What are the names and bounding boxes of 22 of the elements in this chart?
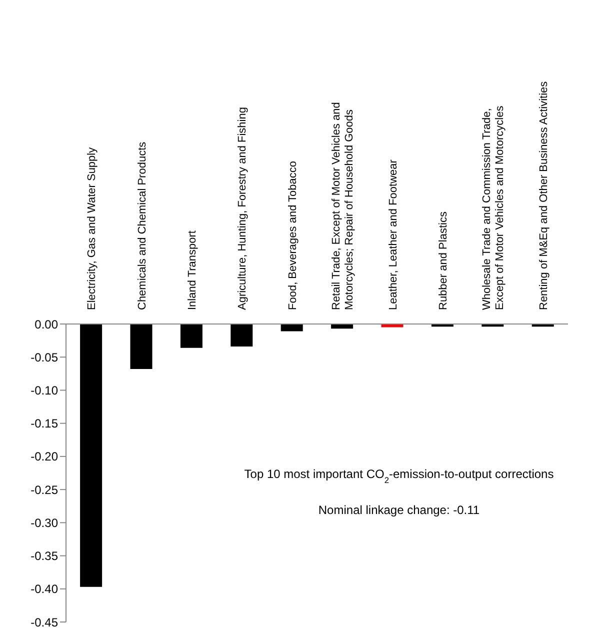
x-tick-label: Leather, Leather and Footwear xyxy=(387,159,400,310)
y-tick-label: -0.15 xyxy=(30,416,58,431)
x-tick-label: Chemicals and Chemical Products xyxy=(136,141,148,310)
y-tick-label: -0.05 xyxy=(30,350,58,364)
x-tick-label: Food, Beverages and Tobacco xyxy=(286,160,299,310)
y-tick-label: -0.35 xyxy=(30,549,58,564)
x-tick-label: Renting of M&Eq and Other Business Activities xyxy=(538,80,550,310)
y-tick-label: -0.45 xyxy=(30,615,58,630)
x-tick-label: Rubber and Plastics xyxy=(438,211,450,310)
y-tick-label: -0.10 xyxy=(30,383,58,398)
y-tick-label: 0.00 xyxy=(34,317,58,332)
annotation: Nominal linkage change: -0.11 xyxy=(318,503,480,517)
x-tick-label: Inland Transport xyxy=(186,230,198,310)
y-tick-label: -0.20 xyxy=(30,450,58,464)
x-tick-label: Agriculture, Hunting, Forestry and Fishing xyxy=(236,107,249,310)
y-tick-label: -0.30 xyxy=(30,516,58,530)
annotation: Top 10 most important CO$_{2}$-emission-to-output corrections xyxy=(244,467,554,485)
y-tick-label: -0.25 xyxy=(30,482,58,497)
x-tick-label: Wholesale Trade and Commission Trade, Except of Motor Vehicles and Motorcycles xyxy=(481,105,506,310)
x-tick-label: Retail Trade, Except of Motor Vehicles and Motorcycles; Repair of Household Goods xyxy=(330,102,356,310)
x-tick-label: Electricity, Gas and Water Supply xyxy=(86,146,98,310)
y-tick-label: -0.40 xyxy=(30,582,58,596)
